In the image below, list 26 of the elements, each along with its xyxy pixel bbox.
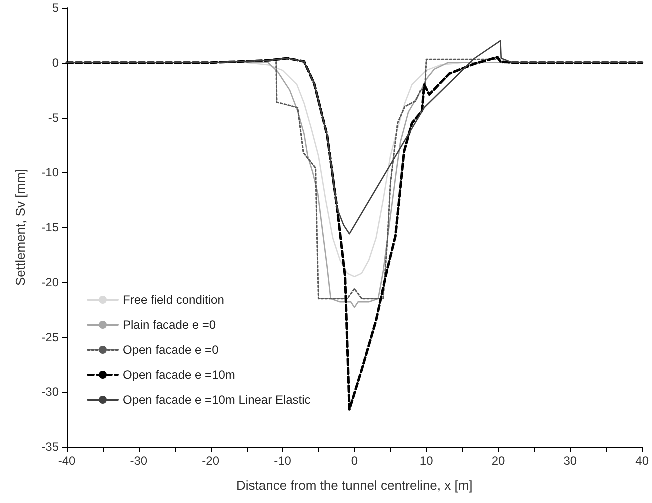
x-tick-label: -20	[202, 454, 220, 468]
y-tick-label: -5	[48, 110, 60, 125]
legend-label: Open facade e =10m	[123, 368, 236, 382]
line-series	[66, 40, 643, 235]
y-tick-label: -25	[42, 330, 60, 344]
y-tick-label: 0	[52, 56, 60, 70]
y-tick-label: -15	[42, 220, 60, 234]
x-axis-title: Distance from the tunnel centreline, x [m]	[236, 478, 473, 493]
x-tick-label: 20	[492, 454, 506, 468]
legend-label: Plain facade e =0	[123, 318, 216, 332]
y-tick-label: -10	[42, 166, 60, 180]
y-tick-label: -35	[42, 440, 60, 454]
y-tick-label: 5	[52, 1, 60, 15]
x-tick-label: 40	[636, 454, 650, 468]
x-tick-label: -10	[274, 454, 292, 468]
y-tick-label: -30	[42, 385, 60, 400]
x-tick-label: 10	[420, 454, 434, 468]
legend-label: Open facade e =10m Linear Elastic	[123, 393, 311, 407]
legend-label: Free field condition	[123, 293, 224, 307]
y-axis-title: Settlement, Sv [mm]	[13, 168, 28, 286]
x-tick-label: -30	[130, 454, 148, 468]
x-tick-label: 30	[564, 454, 578, 468]
x-tick-label: 0	[351, 454, 358, 468]
x-tick-label: -40	[58, 454, 76, 468]
legend-label: Open facade e =0	[123, 343, 220, 357]
y-tick-label: -20	[42, 275, 60, 290]
